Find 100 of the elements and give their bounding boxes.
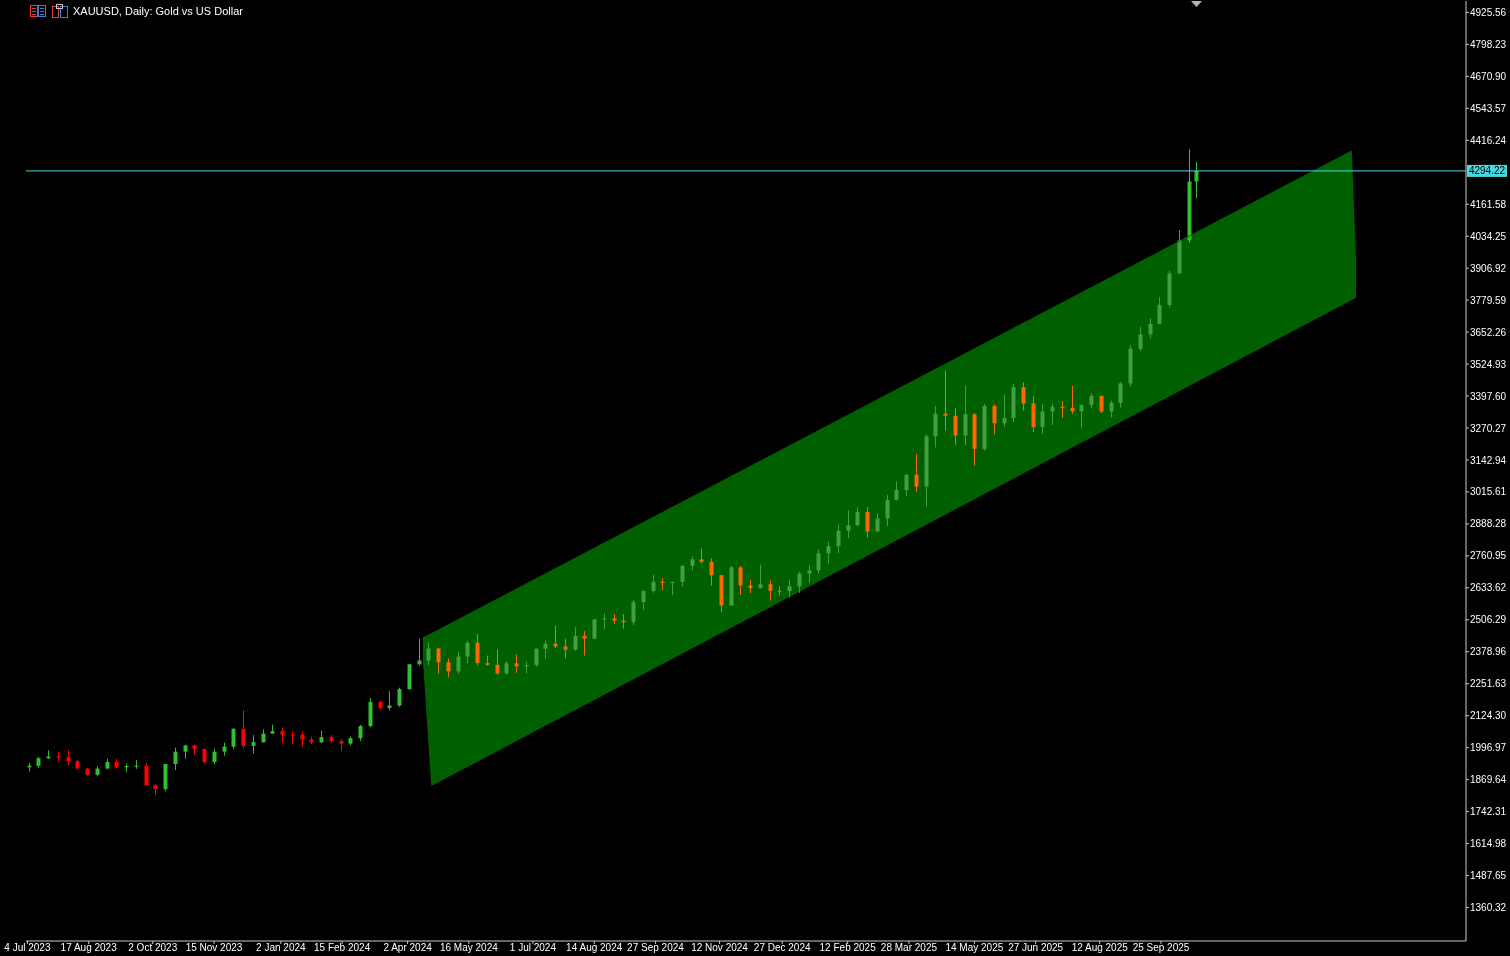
y-tick-label: 4161.58 [1470, 198, 1507, 210]
y-tick-label: 1996.97 [1470, 742, 1507, 754]
x-tick-label: 1 Jul 2024 [509, 942, 557, 954]
y-tick-label: 2124.30 [1470, 710, 1507, 722]
y-tick-label: 1742.31 [1470, 806, 1507, 818]
x-tick-label: 27 Sep 2024 [627, 942, 685, 954]
candlestick [777, 585, 782, 597]
candlestick [709, 558, 714, 586]
x-tick-label: 28 Mar 2025 [880, 942, 938, 954]
candlestick [475, 633, 480, 666]
candlestick [797, 571, 802, 594]
candlestick [514, 654, 519, 674]
x-tick-label: 2 Oct 2023 [128, 942, 178, 954]
candlestick [953, 407, 958, 446]
candlestick [992, 403, 997, 435]
candlestick [144, 762, 149, 787]
candlestick [495, 649, 500, 676]
y-tick-label: 1487.65 [1470, 870, 1507, 882]
y-tick-label: 3015.61 [1470, 486, 1507, 498]
candlestick [641, 589, 646, 611]
candlestick [231, 727, 236, 750]
y-tick-label: 3652.26 [1470, 326, 1507, 338]
candlestick [855, 506, 860, 527]
y-tick-label: 3142.94 [1470, 454, 1507, 466]
x-tick-label: 16 May 2024 [439, 942, 499, 954]
candlestick [1040, 403, 1045, 435]
x-tick-label: 15 Nov 2023 [185, 942, 243, 954]
candlestick [251, 734, 256, 755]
candlestick [173, 747, 178, 771]
y-tick-label: 4925.56 [1470, 6, 1507, 18]
y-tick-label: 1360.32 [1470, 902, 1507, 914]
candlestick [290, 730, 295, 745]
candlestick [563, 638, 568, 659]
candlestick [465, 640, 470, 664]
x-tick-label: 2 Apr 2024 [383, 942, 433, 954]
y-tick-label: 4798.23 [1470, 38, 1507, 50]
candlestick [943, 369, 948, 432]
ref-line-label: 4294.22 [1468, 165, 1506, 177]
candlestick [826, 541, 831, 565]
x-tick-label: 17 Aug 2023 [60, 942, 118, 954]
x-tick-label: 14 May 2025 [945, 942, 1004, 954]
x-tick-label: 12 Aug 2025 [1071, 942, 1129, 954]
candlestick [914, 453, 919, 493]
x-tick-label: 2 Jan 2024 [256, 942, 307, 954]
candlestick [1021, 381, 1026, 411]
candlestick [758, 564, 763, 590]
y-tick-label: 4543.57 [1470, 102, 1507, 114]
y-tick-label: 3906.92 [1470, 262, 1507, 274]
candlestick [241, 709, 246, 749]
candlestick [426, 641, 431, 667]
candlestick [631, 599, 636, 626]
candlestick [543, 639, 548, 660]
candlestick [836, 523, 841, 554]
x-tick-label: 27 Dec 2024 [753, 942, 811, 954]
candlestick [1002, 394, 1007, 428]
x-tick-label: 12 Nov 2024 [691, 942, 749, 954]
candlestick [846, 509, 851, 539]
y-tick-label: 2888.28 [1470, 518, 1507, 530]
candlestick [56, 750, 61, 762]
y-tick-label: 1614.98 [1470, 838, 1507, 850]
y-tick-label: 2633.62 [1470, 582, 1507, 594]
candlestick [1031, 395, 1036, 433]
x-tick-label: 14 Aug 2024 [566, 942, 623, 954]
candlestick [387, 690, 392, 711]
candlestick [1070, 385, 1075, 415]
y-tick-label: 3270.27 [1470, 422, 1507, 434]
candlestick [768, 579, 773, 602]
candlestick [1118, 381, 1123, 408]
candlestick [963, 385, 968, 446]
candlestick [933, 405, 938, 448]
candlestick [738, 565, 743, 596]
y-tick-label: 4670.90 [1470, 70, 1507, 82]
candlestick [573, 626, 578, 652]
candlestick [816, 549, 821, 575]
y-tick-label: 2760.95 [1470, 550, 1507, 562]
candlestick [904, 473, 909, 497]
y-tick-label: 4034.25 [1470, 230, 1507, 242]
y-tick-label: 2506.29 [1470, 614, 1507, 626]
y-tick-label: 4416.24 [1470, 134, 1507, 146]
y-tick-label: 3524.93 [1470, 358, 1507, 370]
candlestick [1148, 317, 1153, 339]
candlestick [865, 506, 870, 539]
candlestick [1157, 296, 1162, 325]
x-tick-label: 25 Sep 2025 [1132, 942, 1190, 954]
candlestick [456, 651, 461, 675]
candlestick [1194, 161, 1199, 199]
x-tick-label: 12 Feb 2025 [819, 942, 877, 954]
candlestick [397, 687, 402, 708]
chart-title: XAUUSD, Daily: Gold vs US Dollar [73, 4, 243, 18]
y-tick-label: 3397.60 [1470, 390, 1507, 402]
candlestick [436, 648, 441, 675]
x-tick-label: 4 Jul 2023 [4, 942, 51, 954]
y-tick-label: 2378.96 [1470, 646, 1507, 658]
y-tick-label: 1869.64 [1470, 774, 1507, 786]
candlestick [885, 494, 890, 527]
x-tick-label: 27 Jun 2025 [1008, 942, 1064, 954]
y-tick-label: 2251.63 [1470, 678, 1507, 690]
y-tick-label: 3779.59 [1470, 294, 1507, 306]
candlestick [592, 618, 597, 640]
candlestick [1138, 326, 1143, 352]
